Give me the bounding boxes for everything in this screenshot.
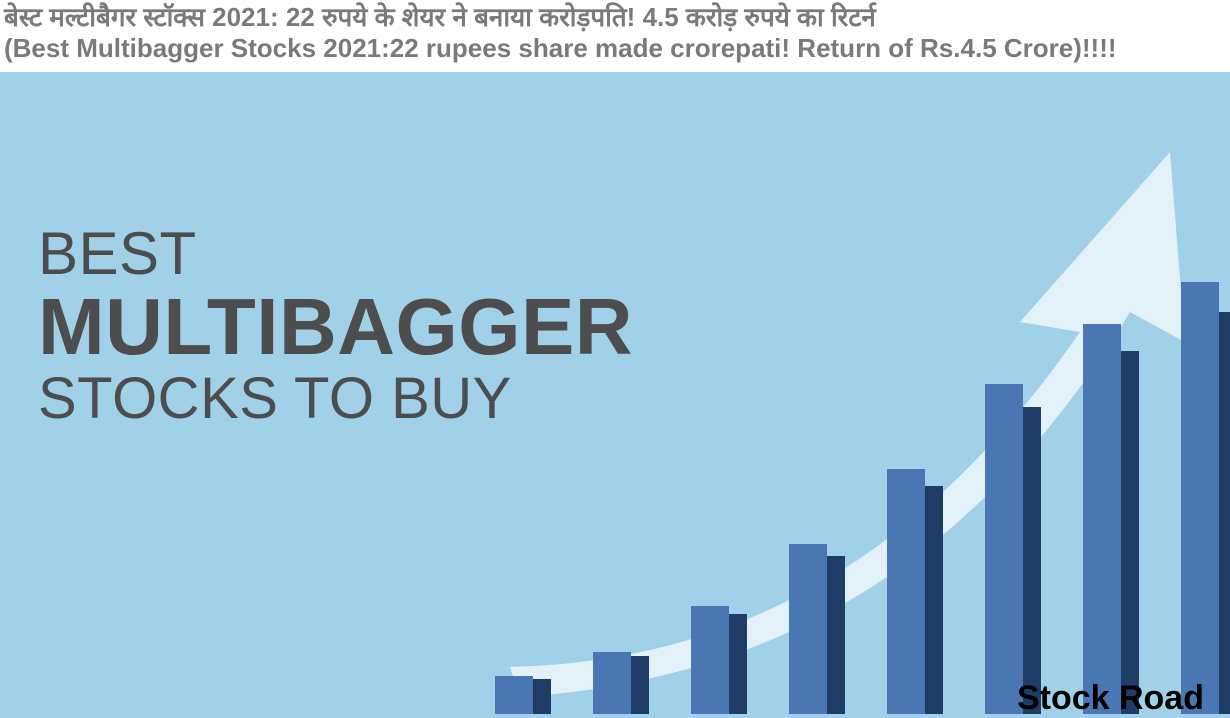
infographic-main: BEST MULTIBAGGER STOCKS TO BUY Stock Roa… xyxy=(0,72,1230,718)
bar-front xyxy=(691,606,729,714)
watermark-text: Stock Road xyxy=(1017,679,1204,718)
bar-front xyxy=(985,384,1023,714)
bar-side xyxy=(729,614,747,714)
bar-pair xyxy=(1083,324,1139,714)
bar-side xyxy=(533,679,551,714)
title-line-3: STOCKS TO BUY xyxy=(38,369,633,430)
bar-front xyxy=(887,469,925,714)
header-line-english: (Best Multibagger Stocks 2021:22 rupees … xyxy=(4,33,1226,64)
bar-front xyxy=(495,676,533,714)
bar-side xyxy=(925,486,943,714)
bar-pair xyxy=(593,652,649,714)
bar-pair xyxy=(691,606,747,714)
title-block: BEST MULTIBAGGER STOCKS TO BUY xyxy=(38,222,633,430)
bar-pair xyxy=(985,384,1041,714)
bar-pair xyxy=(1181,282,1230,714)
bar-front xyxy=(1083,324,1121,714)
header-line-hindi: बेस्ट मल्टीबैगर स्टॉक्स 2021: 22 रुपये क… xyxy=(4,2,1226,33)
bar-side xyxy=(631,656,649,714)
title-line-1: BEST xyxy=(38,222,633,285)
bar-side xyxy=(1023,407,1041,714)
bar-front xyxy=(1181,282,1219,714)
bar-pair xyxy=(789,544,845,714)
bar-pair xyxy=(495,676,551,714)
bar-pair xyxy=(887,469,943,714)
bar-side xyxy=(1219,312,1230,714)
bar-side xyxy=(827,556,845,714)
bar-front xyxy=(593,652,631,714)
bar-front xyxy=(789,544,827,714)
bar-side xyxy=(1121,351,1139,714)
header: बेस्ट मल्टीबैगर स्टॉक्स 2021: 22 रुपये क… xyxy=(0,0,1230,72)
title-line-2: MULTIBAGGER xyxy=(38,285,633,369)
